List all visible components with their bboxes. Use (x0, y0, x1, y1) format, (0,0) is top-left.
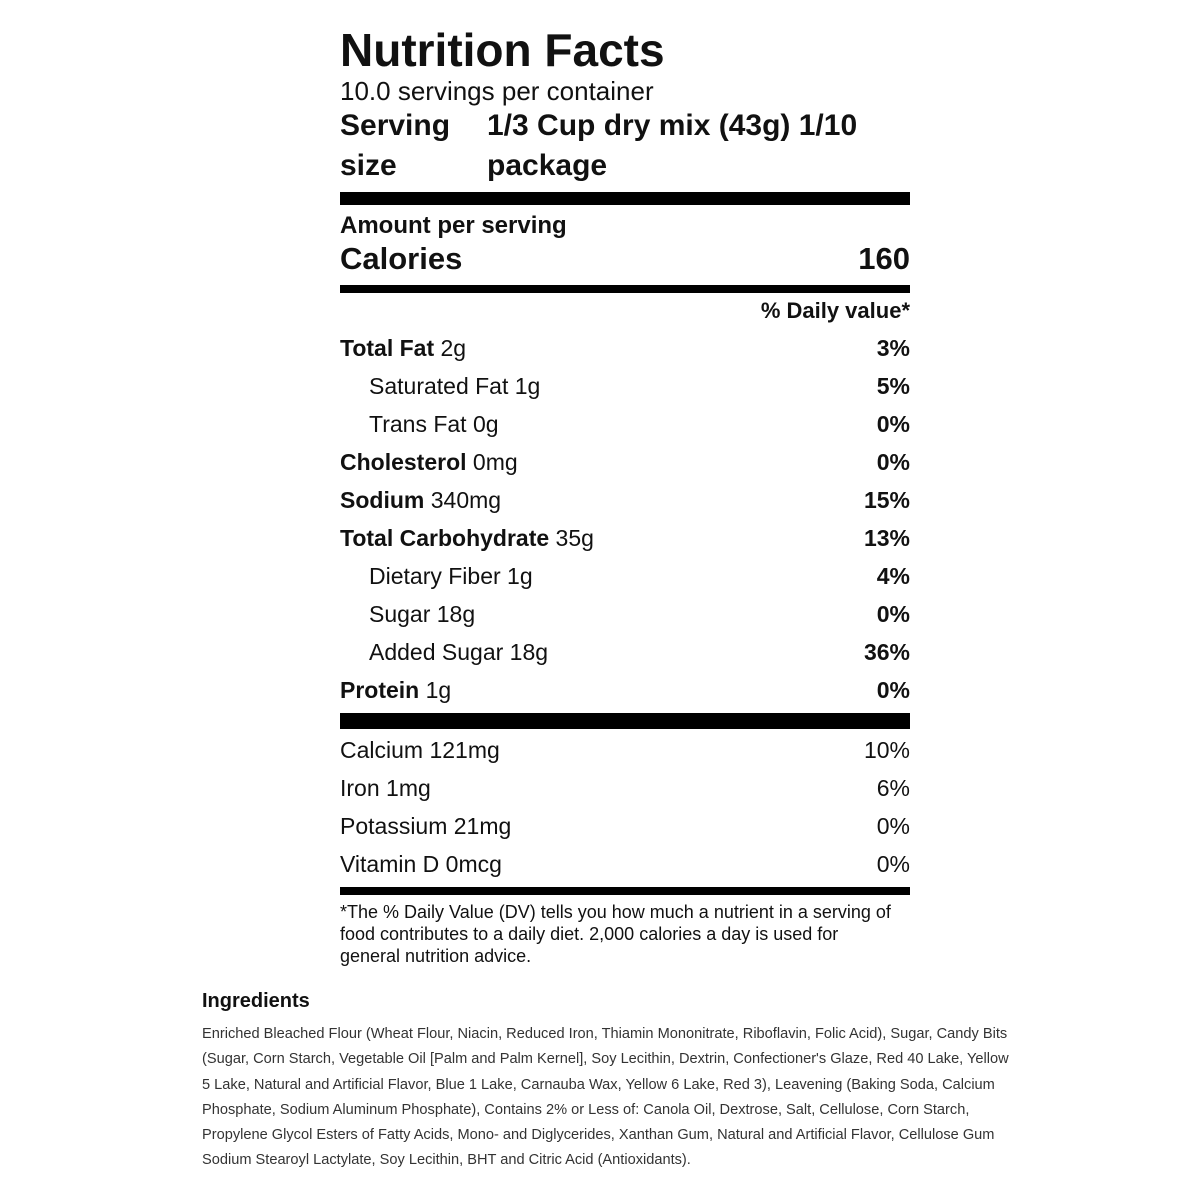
amount-per-serving: Amount per serving (340, 212, 567, 239)
nutrient-name: Total Fat (340, 335, 435, 361)
nutrient: Saturated Fat 1g (369, 367, 540, 405)
daily-value: 15% (863, 487, 910, 513)
calories-label: Calories (340, 241, 463, 276)
daily-value: 0% (876, 677, 910, 703)
nutrient-row: Calcium 121mg 10% (340, 731, 910, 769)
nutrient: Vitamin D 0mcg (340, 845, 502, 883)
daily-value: 36% (863, 639, 910, 665)
nutrient-amount: 1g (425, 677, 452, 703)
nutrient-amount: 2g (440, 335, 467, 361)
nutrient-row: Saturated Fat 1g 5% (340, 367, 910, 405)
nutrient-row: Dietary Fiber 1g 4% (340, 557, 910, 595)
nutrient-amount: 21mg (453, 813, 512, 839)
nutrient: Sodium 340mg (340, 481, 501, 519)
nutrient: Protein 1g (340, 671, 451, 709)
nutrient-name: Saturated Fat (369, 373, 509, 399)
nutrient-name: Calcium (340, 737, 424, 763)
serving-size-label: Serving size (340, 109, 451, 182)
nutrient-amount: 35g (555, 525, 594, 551)
nutrient-row: Cholesterol 0mg 0% (340, 443, 910, 481)
servings: 10.0 servings per container (340, 76, 654, 106)
nutrient: Dietary Fiber 1g (369, 557, 533, 595)
daily-value: 0% (876, 813, 910, 839)
nutrient-row: Total Carbohydrate 35g 13% (340, 519, 910, 557)
divider (340, 192, 910, 205)
divider (340, 887, 910, 895)
nutrient-amount: 0mg (472, 449, 518, 475)
nutrient-row: Potassium 21mg 0% (340, 807, 910, 845)
daily-value-header: % Daily value* (760, 298, 910, 323)
nutrient-row: Vitamin D 0mcg 0% (340, 845, 910, 883)
ingredients: Ingredients Enriched Bleached Flour (Whe… (202, 986, 1012, 1174)
nutrient-amount: 1g (507, 563, 533, 589)
nutrient-name: Vitamin D (340, 851, 440, 877)
nutrient-name: Protein (340, 677, 420, 703)
nutrient-amount: 1g (514, 373, 541, 399)
serving-size: Serving size 1/3 Cup dry mix (43g) 1/10 … (340, 106, 910, 186)
daily-value: 0% (876, 851, 910, 877)
nutrient-row: Protein 1g 0% (340, 671, 910, 709)
daily-value: 10% (863, 737, 910, 763)
nutrient: Total Fat 2g (340, 329, 466, 367)
nutrient-list: Total Fat 2g 3% Saturated Fat 1g 5% Trans Fa… (340, 329, 910, 709)
ingredients-text: Enriched Bleached Flour (Wheat Flour, Ni… (202, 1026, 1009, 1169)
nutrient-name: Total Carbohydrate (340, 525, 550, 551)
daily-value: 6% (876, 775, 910, 801)
ingredients-title: Ingredients (202, 990, 310, 1012)
nutrient-row: Sodium 340mg 15% (340, 481, 910, 519)
vitamin-list: Calcium 121mg 10% Iron 1mg 6% Potassium 21mg… (340, 731, 910, 883)
nutrient: Potassium 21mg (340, 807, 511, 845)
daily-value: 0% (876, 411, 910, 437)
nutrient: Total Carbohydrate 35g (340, 519, 594, 557)
nutrient-name: Iron (340, 775, 380, 801)
nutrient-row: Trans Fat 0g 0% (340, 405, 910, 443)
nutrition-label: Nutrition Facts 10.0 servings per contai… (340, 24, 910, 967)
nutrient-name: Sodium (340, 487, 425, 513)
nutrient-name: Dietary Fiber (369, 563, 501, 589)
daily-value: 4% (876, 563, 910, 589)
nutrient-row: Total Fat 2g 3% (340, 329, 910, 367)
daily-value: 0% (876, 449, 910, 475)
nutrient-amount: 121mg (429, 737, 500, 763)
label-title: Nutrition Facts (340, 24, 665, 76)
nutrient-amount: 340mg (430, 487, 502, 513)
nutrient: Added Sugar 18g (369, 633, 548, 671)
daily-value: 5% (876, 373, 910, 399)
nutrient: Cholesterol 0mg (340, 443, 518, 481)
nutrient-row: Sugar 18g 0% (340, 595, 910, 633)
nutrient-row: Iron 1mg 6% (340, 769, 910, 807)
serving-size-value: 1/3 Cup dry mix (43g) 1/10 package (487, 109, 858, 182)
nutrient-name: Added Sugar (369, 639, 504, 665)
nutrient: Calcium 121mg (340, 731, 500, 769)
daily-value: 3% (876, 335, 910, 361)
nutrient: Sugar 18g (369, 595, 475, 633)
daily-value: 0% (876, 601, 910, 627)
nutrient-amount: 18g (509, 639, 549, 665)
divider (340, 713, 910, 729)
nutrient-name: Trans Fat (369, 411, 467, 437)
daily-value: 13% (863, 525, 910, 551)
nutrient-name: Sugar (369, 601, 431, 627)
footnote: *The % Daily Value (DV) tells you how mu… (340, 902, 891, 966)
nutrient: Trans Fat 0g (369, 405, 499, 443)
nutrient: Iron 1mg (340, 769, 431, 807)
nutrient-amount: 1mg (386, 775, 431, 801)
nutrient-name: Cholesterol (340, 449, 467, 475)
divider (340, 285, 910, 293)
nutrient-amount: 0g (472, 411, 499, 437)
nutrient-row: Added Sugar 18g 36% (340, 633, 910, 671)
calories-value: 160 (858, 241, 910, 276)
nutrient-amount: 18g (436, 601, 476, 627)
nutrient-amount: 0mcg (445, 851, 502, 877)
nutrient-name: Potassium (340, 813, 448, 839)
calories-row: Calories 160 (340, 241, 910, 277)
